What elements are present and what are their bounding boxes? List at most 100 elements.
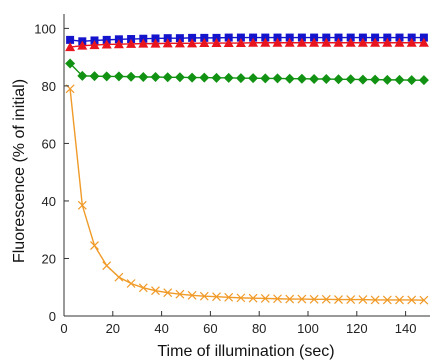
- data-point-square: [407, 33, 416, 42]
- data-point-triangle: [248, 37, 259, 47]
- data-point-square: [322, 33, 331, 42]
- data-point-x: [90, 241, 99, 250]
- data-point-triangle: [272, 37, 283, 47]
- data-point-diamond: [235, 73, 246, 84]
- x-mark-stroke: [77, 200, 87, 210]
- data-point-square: [212, 33, 221, 42]
- series-line: [69, 88, 424, 301]
- data-point-x: [297, 294, 307, 304]
- data-point-diamond: [113, 71, 124, 82]
- data-point-x: [419, 295, 429, 305]
- data-point-diamond: [345, 74, 356, 85]
- data-point-x: [273, 294, 282, 304]
- x-mark-stroke: [260, 294, 270, 303]
- data-point-diamond: [272, 73, 283, 84]
- x-mark-stroke: [346, 295, 356, 305]
- data-point-square: [371, 33, 380, 42]
- data-point-triangle: [284, 37, 295, 47]
- data-point-square: [419, 33, 428, 42]
- x-mark-stroke: [273, 294, 282, 304]
- data-point-triangle: [162, 38, 173, 48]
- x-mark-stroke: [175, 289, 185, 299]
- y-tick-label: 60: [42, 136, 56, 151]
- data-point-triangle: [345, 37, 356, 47]
- data-point-x: [382, 295, 392, 305]
- data-point-x: [114, 272, 124, 282]
- data-point-triangle: [138, 38, 149, 48]
- data-point-diamond: [260, 73, 271, 84]
- data-point-triangle: [77, 40, 88, 50]
- data-point-x: [151, 286, 160, 296]
- data-point-triangle: [357, 37, 368, 47]
- data-point-x: [224, 292, 234, 302]
- data-point-diamond: [284, 73, 295, 84]
- data-point-x: [395, 295, 404, 305]
- x-mark-stroke: [65, 84, 75, 94]
- data-point-diamond: [357, 74, 368, 85]
- data-point-diamond: [382, 74, 393, 85]
- axes-layer: 0 20 40 60 80 100 120 140 0 20 40 60 80 100: [34, 14, 430, 336]
- data-point-diamond: [150, 71, 161, 82]
- x-axis-title: Time of illumination (sec): [157, 343, 334, 360]
- data-point-triangle: [223, 38, 234, 48]
- data-point-diamond: [370, 74, 381, 85]
- data-point-square: [395, 33, 404, 42]
- data-point-diamond: [126, 71, 137, 82]
- data-point-x: [199, 291, 209, 301]
- data-point-square: [358, 33, 367, 42]
- data-point-x: [236, 293, 246, 303]
- data-point-diamond: [65, 58, 76, 69]
- data-point-x: [187, 290, 197, 300]
- data-point-triangle: [309, 37, 320, 47]
- data-point-triangle: [260, 37, 271, 47]
- data-point-square: [383, 33, 392, 42]
- data-point-triangle: [150, 38, 161, 48]
- data-point-diamond: [211, 72, 222, 83]
- data-point-square: [163, 34, 172, 43]
- x-mark-stroke: [248, 293, 258, 303]
- data-point-x: [285, 294, 295, 304]
- data-point-square: [273, 33, 282, 42]
- data-point-diamond: [406, 75, 417, 86]
- data-point-square: [200, 33, 209, 42]
- data-point-square: [249, 33, 258, 42]
- y-tick-label: 100: [34, 21, 56, 36]
- data-point-triangle: [235, 38, 246, 48]
- data-point-square: [285, 33, 294, 42]
- data-point-diamond: [296, 73, 307, 84]
- data-point-diamond: [199, 72, 210, 83]
- series-diamond: [65, 58, 429, 86]
- data-point-diamond: [223, 72, 234, 83]
- data-point-x: [175, 289, 185, 299]
- x-mark-stroke: [224, 292, 234, 302]
- x-mark-stroke: [212, 292, 221, 302]
- data-point-triangle: [406, 37, 417, 47]
- data-point-x: [163, 288, 173, 298]
- series-line: [70, 36, 424, 43]
- data-point-triangle: [211, 38, 222, 48]
- series-x: [65, 84, 429, 305]
- data-point-triangle: [174, 38, 185, 48]
- data-point-square: [297, 33, 306, 42]
- x-mark-stroke: [321, 294, 331, 304]
- y-tick-label: 20: [42, 251, 56, 266]
- x-mark-stroke: [199, 291, 209, 301]
- x-mark-stroke: [395, 295, 404, 305]
- x-mark-stroke: [163, 288, 173, 298]
- x-mark-stroke: [419, 295, 429, 305]
- data-point-triangle: [89, 40, 100, 50]
- data-point-diamond: [394, 74, 405, 85]
- data-point-square: [151, 34, 160, 43]
- x-mark-stroke: [370, 295, 380, 305]
- data-point-x: [334, 295, 343, 305]
- data-point-x: [138, 283, 148, 293]
- data-point-square: [236, 33, 245, 42]
- x-mark-stroke: [334, 295, 343, 305]
- data-point-triangle: [126, 38, 137, 48]
- data-point-diamond: [321, 74, 332, 85]
- data-point-x: [260, 294, 270, 303]
- data-point-x: [370, 295, 380, 305]
- y-tick-label: 80: [42, 79, 56, 94]
- y-axis-title: Fluorescence (% of initial): [11, 79, 28, 263]
